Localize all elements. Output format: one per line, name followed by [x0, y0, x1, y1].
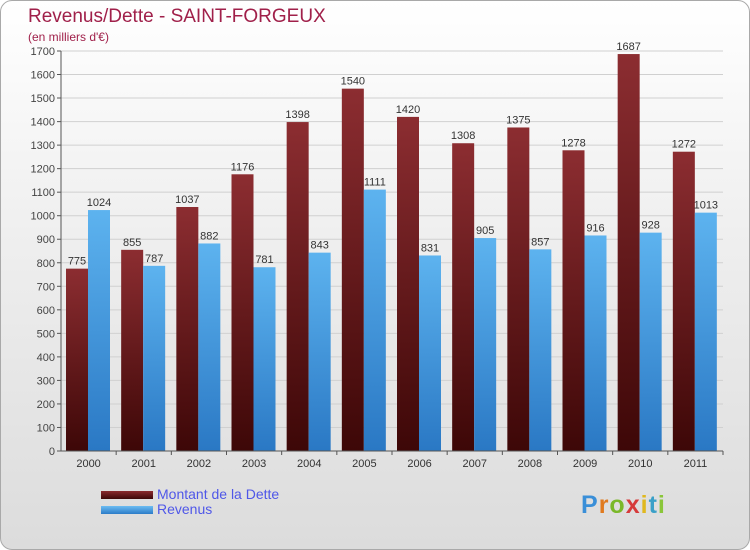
bar-dette	[231, 174, 254, 451]
legend-label-dette: Montant de la Dette	[157, 486, 280, 502]
x-tick-label: 2011	[684, 458, 708, 470]
logo-letter: x	[625, 491, 641, 519]
data-label-revenus: 831	[421, 242, 439, 254]
bars	[66, 54, 717, 452]
y-tick-label: 1400	[31, 117, 55, 129]
chart-title: Revenus/Dette - SAINT-FORGEUX	[28, 6, 326, 27]
bar-dette	[286, 122, 309, 451]
data-label-dette: 1540	[341, 76, 365, 88]
y-tick-label: 0	[49, 446, 55, 458]
data-label-dette: 1375	[506, 114, 530, 126]
bar-dette	[341, 88, 364, 451]
bar-revenus	[143, 265, 166, 451]
y-tick-label: 200	[37, 399, 55, 411]
y-tick-label: 1600	[31, 70, 55, 82]
bar-dette	[121, 249, 144, 451]
bar-dette	[562, 150, 585, 451]
y-tick-label: 1000	[31, 211, 55, 223]
y-tick-label: 700	[37, 281, 55, 293]
bar-revenus	[529, 249, 552, 451]
data-label-dette: 1308	[451, 130, 475, 142]
x-tick-label: 2007	[463, 458, 487, 470]
data-label-revenus: 843	[310, 240, 328, 252]
data-label-dette: 1037	[175, 194, 199, 206]
logo-letter: i	[640, 491, 649, 519]
data-label-dette: 1278	[561, 137, 585, 149]
data-label-revenus: 787	[145, 253, 163, 265]
logo-letter: i	[657, 491, 666, 519]
proxiti-logo: Proxiti	[581, 491, 666, 520]
x-tick-label: 2008	[518, 458, 542, 470]
data-labels: 775 1024 855 787 1037 882 1176 781 1398 843 1540 11…	[68, 41, 718, 268]
bar-revenus	[308, 252, 331, 451]
x-tick-label: 2003	[242, 458, 266, 470]
x-tick-label: 2001	[132, 458, 156, 470]
bar-dette	[66, 268, 88, 451]
y-tick-label: 1700	[31, 46, 55, 58]
data-label-revenus: 857	[531, 236, 549, 248]
bar-revenus	[253, 267, 276, 451]
y-tick-label: 400	[37, 352, 55, 364]
data-label-dette: 1176	[231, 161, 255, 173]
bar-dette	[397, 116, 419, 451]
x-axis-ticks: 2000 2001 2002 2003 2004 2005 2006 2007 2008 2009…	[76, 451, 724, 470]
y-axis-ticks: 0 100 200 300 400 500 600 700 800 900 1000 1100 1200…	[31, 46, 61, 458]
x-tick-label: 2006	[407, 458, 431, 470]
logo-letter: t	[648, 491, 658, 519]
bar-revenus	[639, 232, 662, 451]
data-label-dette: 1398	[285, 109, 309, 121]
data-label-revenus: 1111	[364, 177, 386, 189]
data-label-dette: 1272	[672, 139, 696, 151]
chart-subtitle: (en milliers d'€)	[28, 30, 109, 44]
bar-revenus	[419, 255, 441, 451]
data-label-revenus: 882	[200, 230, 218, 242]
x-tick-label: 2004	[297, 458, 321, 470]
y-tick-label: 100	[37, 422, 55, 434]
bar-dette	[672, 151, 695, 452]
legend-swatch-revenus	[101, 506, 153, 514]
y-tick-label: 1300	[31, 140, 55, 152]
x-tick-label: 2005	[352, 458, 376, 470]
y-tick-label: 500	[37, 328, 55, 340]
y-tick-label: 1200	[31, 164, 55, 176]
bar-dette	[507, 127, 530, 452]
data-label-revenus: 905	[476, 225, 494, 237]
logo-letter: o	[609, 491, 626, 519]
logo-letter: P	[581, 491, 599, 519]
data-label-revenus: 1024	[87, 197, 111, 209]
bar-dette	[452, 143, 475, 451]
x-tick-label: 2002	[187, 458, 211, 470]
y-tick-label: 800	[37, 258, 55, 270]
x-tick-label: 2000	[76, 458, 100, 470]
legend-label-revenus: Revenus	[157, 501, 213, 517]
bar-revenus	[198, 243, 221, 451]
data-label-dette: 1420	[396, 104, 420, 116]
bar-dette	[617, 54, 640, 451]
bar-revenus	[474, 238, 497, 451]
y-tick-label: 1500	[31, 93, 55, 105]
bar-revenus	[363, 189, 386, 451]
y-tick-label: 900	[37, 234, 55, 246]
data-label-revenus: 1013	[694, 200, 718, 212]
logo-letter: r	[598, 491, 610, 519]
y-tick-label: 300	[37, 375, 55, 387]
data-label-dette: 855	[123, 237, 141, 249]
bar-revenus	[88, 210, 110, 451]
data-label-dette: 1687	[616, 41, 640, 53]
x-tick-label: 2010	[628, 458, 652, 470]
bar-dette	[176, 207, 199, 451]
grid-lines	[61, 50, 723, 452]
data-label-revenus: 916	[586, 222, 604, 234]
data-label-dette: 775	[68, 256, 86, 268]
data-label-revenus: 928	[641, 220, 659, 232]
legend-swatch-dette	[101, 491, 153, 499]
y-tick-label: 600	[37, 305, 55, 317]
bar-revenus	[694, 212, 717, 451]
data-label-revenus: 781	[255, 254, 273, 266]
bar-revenus	[584, 235, 607, 451]
x-tick-label: 2009	[573, 458, 597, 470]
y-tick-label: 1100	[31, 187, 55, 199]
